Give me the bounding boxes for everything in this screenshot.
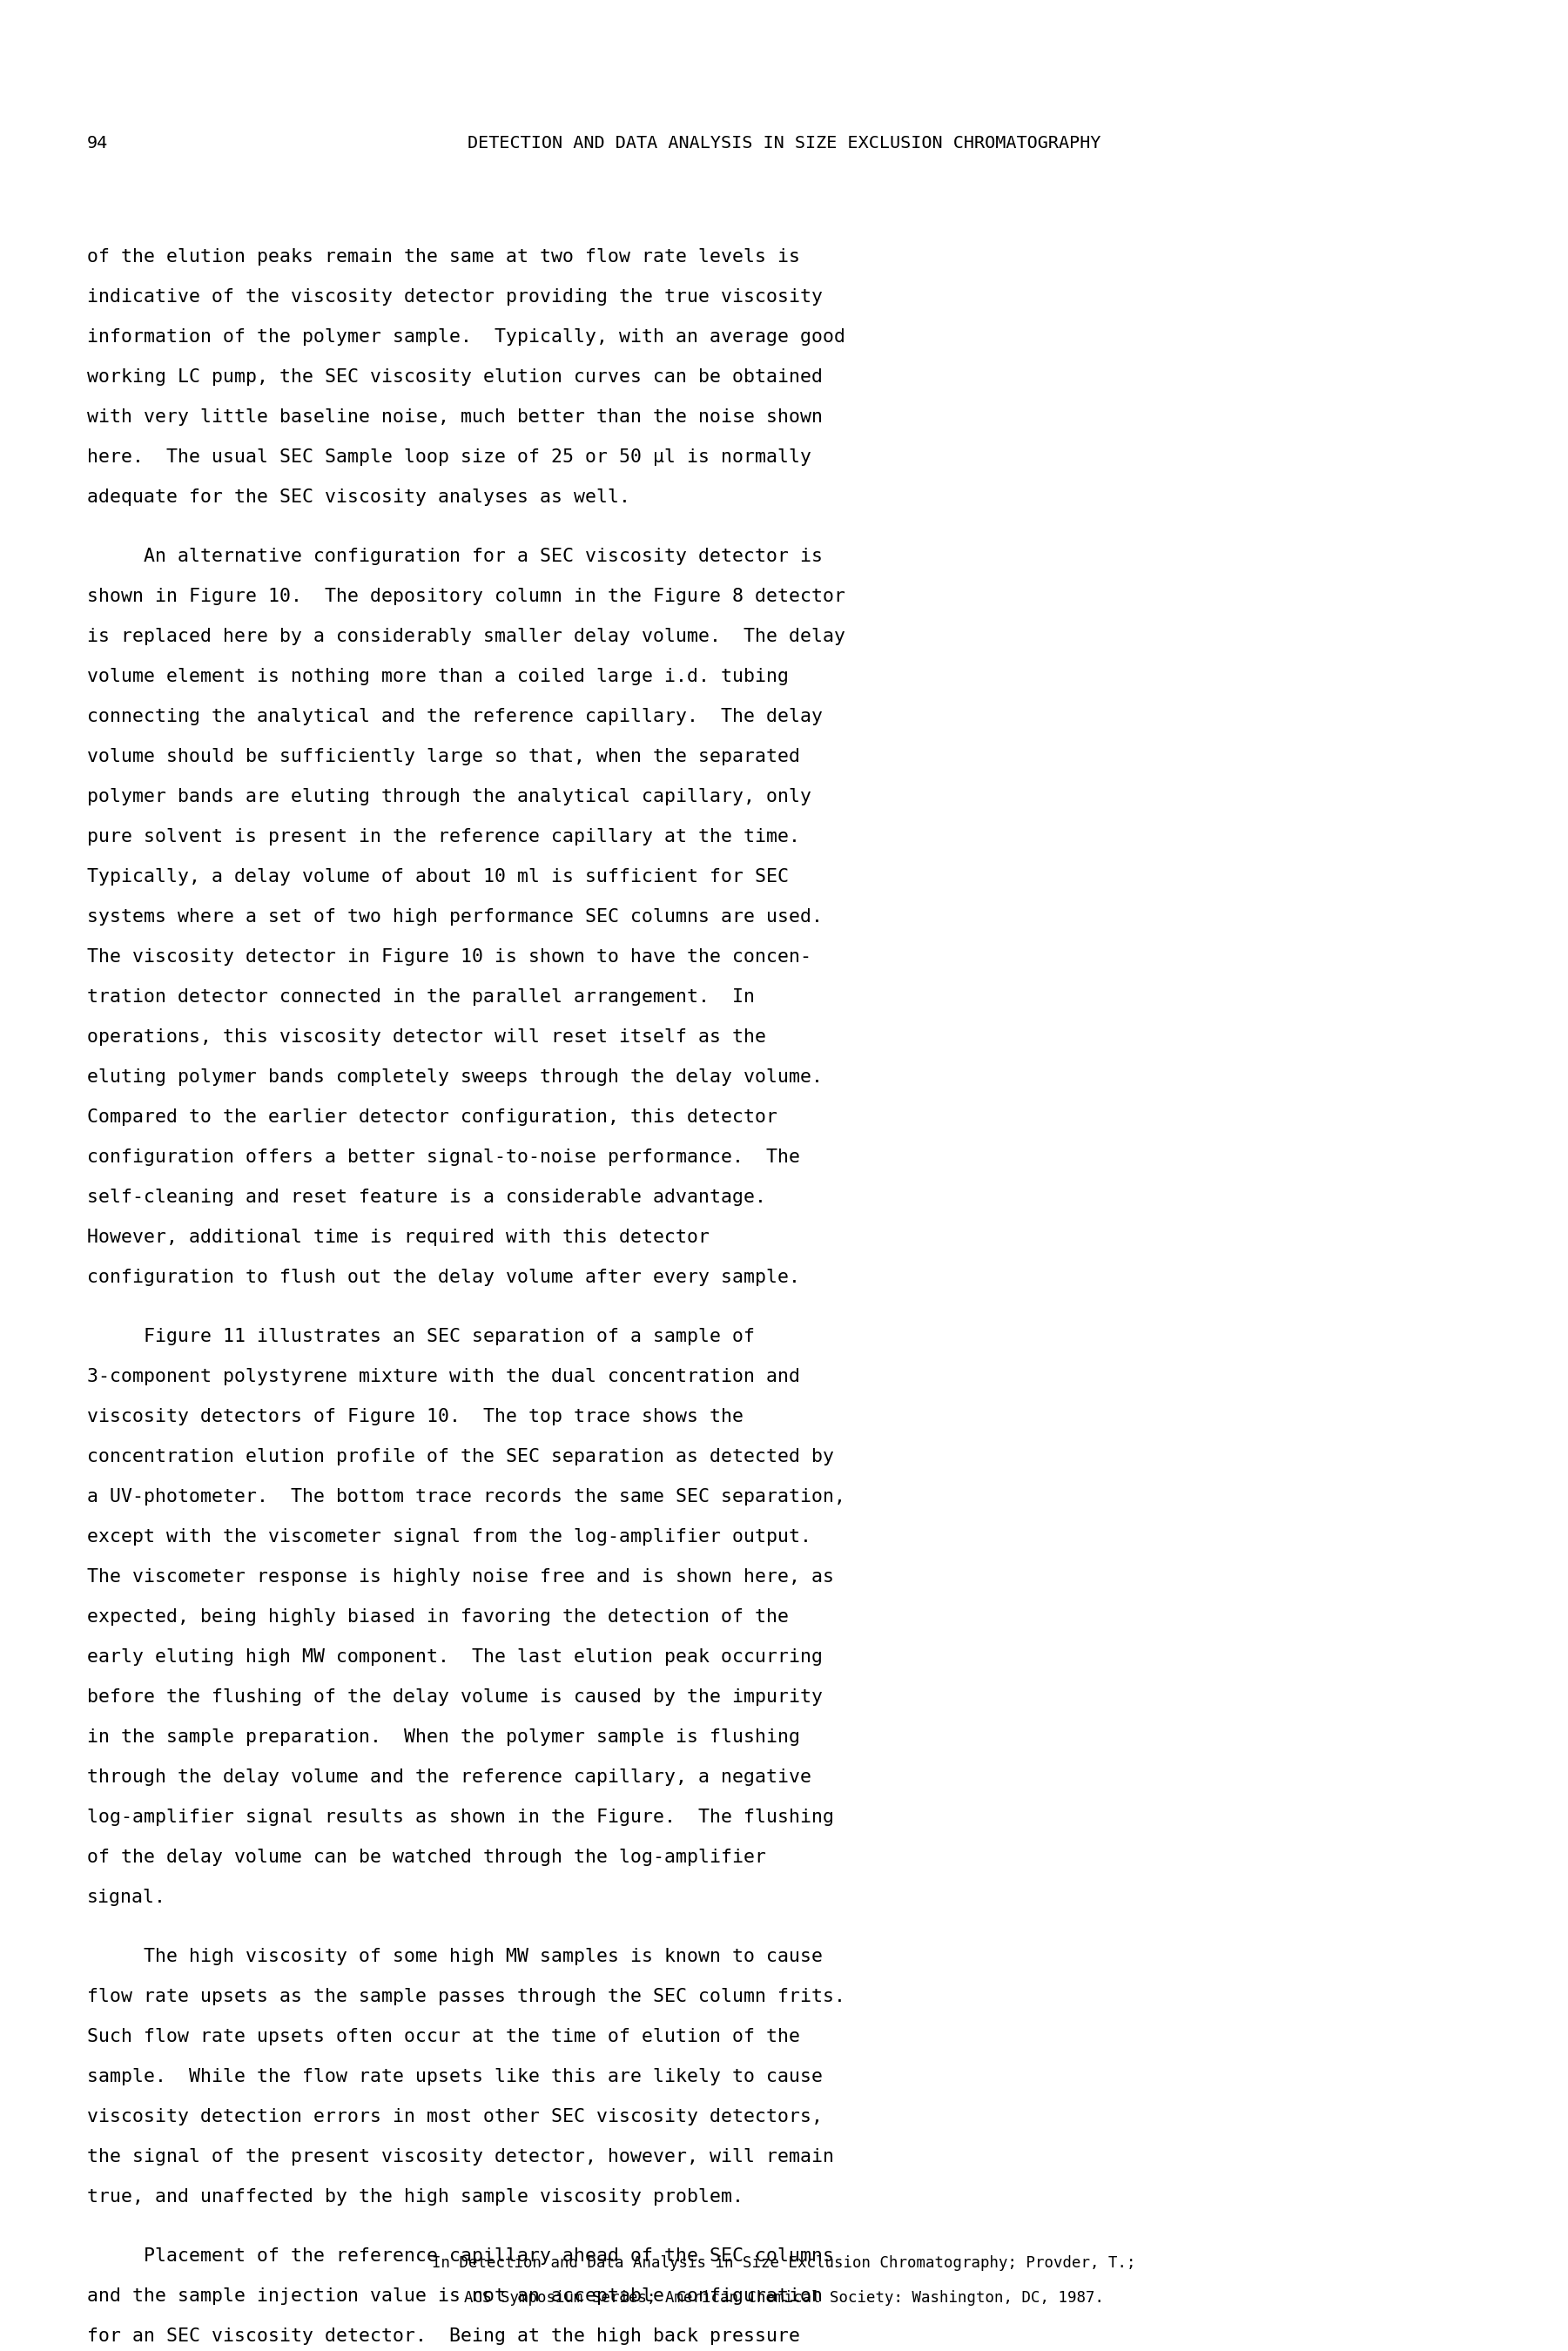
Text: An alternative configuration for a SEC viscosity detector is: An alternative configuration for a SEC v… [88,548,823,564]
Text: working LC pump, the SEC viscosity elution curves can be obtained: working LC pump, the SEC viscosity eluti… [88,369,823,386]
Text: early eluting high MW component.  The last elution peak occurring: early eluting high MW component. The las… [88,1648,823,1667]
Text: in the sample preparation.  When the polymer sample is flushing: in the sample preparation. When the poly… [88,1728,800,1747]
Text: and the sample injection value is not an acceptable configuration: and the sample injection value is not an… [88,2288,823,2304]
Text: here.  The usual SEC Sample loop size of 25 or 50 μl is normally: here. The usual SEC Sample loop size of … [88,449,811,465]
Text: before the flushing of the delay volume is caused by the impurity: before the flushing of the delay volume … [88,1688,823,1707]
Text: tration detector connected in the parallel arrangement.  In: tration detector connected in the parall… [88,987,754,1006]
Text: Compared to the earlier detector configuration, this detector: Compared to the earlier detector configu… [88,1107,778,1126]
Text: volume should be sufficiently large so that, when the separated: volume should be sufficiently large so t… [88,748,800,766]
Text: 94: 94 [88,134,108,150]
Text: eluting polymer bands completely sweeps through the delay volume.: eluting polymer bands completely sweeps … [88,1067,823,1086]
Text: Such flow rate upsets often occur at the time of elution of the: Such flow rate upsets often occur at the… [88,2029,800,2045]
Text: pure solvent is present in the reference capillary at the time.: pure solvent is present in the reference… [88,828,800,846]
Text: the signal of the present viscosity detector, however, will remain: the signal of the present viscosity dete… [88,2149,834,2165]
Text: connecting the analytical and the reference capillary.  The delay: connecting the analytical and the refere… [88,708,823,726]
Text: of the elution peaks remain the same at two flow rate levels is: of the elution peaks remain the same at … [88,249,800,266]
Text: Typically, a delay volume of about 10 ml is sufficient for SEC: Typically, a delay volume of about 10 ml… [88,868,789,886]
Text: shown in Figure 10.  The depository column in the Figure 8 detector: shown in Figure 10. The depository colum… [88,588,845,604]
Text: polymer bands are eluting through the analytical capillary, only: polymer bands are eluting through the an… [88,788,811,806]
Text: volume element is nothing more than a coiled large i.d. tubing: volume element is nothing more than a co… [88,668,789,684]
Text: a UV-photometer.  The bottom trace records the same SEC separation,: a UV-photometer. The bottom trace record… [88,1488,845,1505]
Text: Figure 11 illustrates an SEC separation of a sample of: Figure 11 illustrates an SEC separation … [88,1328,754,1345]
Text: except with the viscometer signal from the log-amplifier output.: except with the viscometer signal from t… [88,1528,811,1545]
Text: concentration elution profile of the SEC separation as detected by: concentration elution profile of the SEC… [88,1448,834,1465]
Text: viscosity detection errors in most other SEC viscosity detectors,: viscosity detection errors in most other… [88,2109,823,2125]
Text: sample.  While the flow rate upsets like this are likely to cause: sample. While the flow rate upsets like … [88,2069,823,2085]
Text: viscosity detectors of Figure 10.  The top trace shows the: viscosity detectors of Figure 10. The to… [88,1408,743,1425]
Text: operations, this viscosity detector will reset itself as the: operations, this viscosity detector will… [88,1027,767,1046]
Text: The viscosity detector in Figure 10 is shown to have the concen-: The viscosity detector in Figure 10 is s… [88,947,811,966]
Text: is replaced here by a considerably smaller delay volume.  The delay: is replaced here by a considerably small… [88,628,845,644]
Text: configuration offers a better signal-to-noise performance.  The: configuration offers a better signal-to-… [88,1150,800,1166]
Text: flow rate upsets as the sample passes through the SEC column frits.: flow rate upsets as the sample passes th… [88,1989,845,2005]
Text: expected, being highly biased in favoring the detection of the: expected, being highly biased in favorin… [88,1608,789,1625]
Text: The viscometer response is highly noise free and is shown here, as: The viscometer response is highly noise … [88,1568,834,1585]
Text: true, and unaffected by the high sample viscosity problem.: true, and unaffected by the high sample … [88,2189,743,2205]
Text: ACS Symposium Series; American Chemical Society: Washington, DC, 1987.: ACS Symposium Series; American Chemical … [464,2290,1104,2306]
Text: of the delay volume can be watched through the log-amplifier: of the delay volume can be watched throu… [88,1848,767,1867]
Text: indicative of the viscosity detector providing the true viscosity: indicative of the viscosity detector pro… [88,289,823,306]
Text: signal.: signal. [88,1888,166,1907]
Text: for an SEC viscosity detector.  Being at the high back pressure: for an SEC viscosity detector. Being at … [88,2327,800,2344]
Text: through the delay volume and the reference capillary, a negative: through the delay volume and the referen… [88,1768,811,1787]
Text: DETECTION AND DATA ANALYSIS IN SIZE EXCLUSION CHROMATOGRAPHY: DETECTION AND DATA ANALYSIS IN SIZE EXCL… [467,134,1101,150]
Text: log-amplifier signal results as shown in the Figure.  The flushing: log-amplifier signal results as shown in… [88,1808,834,1827]
Text: adequate for the SEC viscosity analyses as well.: adequate for the SEC viscosity analyses … [88,489,630,505]
Text: Placement of the reference capillary ahead of the SEC columns: Placement of the reference capillary ahe… [88,2248,834,2264]
Text: 3-component polystyrene mixture with the dual concentration and: 3-component polystyrene mixture with the… [88,1368,800,1385]
Text: The high viscosity of some high MW samples is known to cause: The high viscosity of some high MW sampl… [88,1949,823,1965]
Text: with very little baseline noise, much better than the noise shown: with very little baseline noise, much be… [88,409,823,426]
Text: information of the polymer sample.  Typically, with an average good: information of the polymer sample. Typic… [88,329,845,346]
Text: self-cleaning and reset feature is a considerable advantage.: self-cleaning and reset feature is a con… [88,1190,767,1206]
Text: systems where a set of two high performance SEC columns are used.: systems where a set of two high performa… [88,907,823,926]
Text: In Detection and Data Analysis in Size Exclusion Chromatography; Provder, T.;: In Detection and Data Analysis in Size E… [433,2255,1135,2271]
Text: However, additional time is required with this detector: However, additional time is required wit… [88,1230,710,1246]
Text: configuration to flush out the delay volume after every sample.: configuration to flush out the delay vol… [88,1270,800,1286]
